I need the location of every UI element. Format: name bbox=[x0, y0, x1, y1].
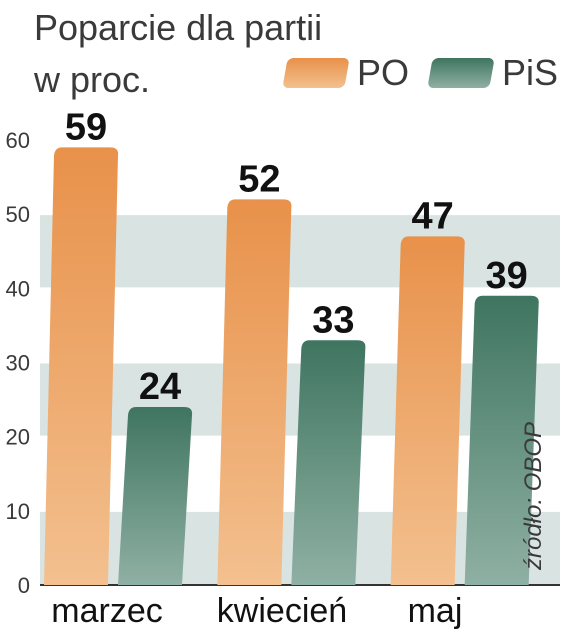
y-tick-label: 0 bbox=[18, 573, 30, 598]
bar-pis-1 bbox=[291, 340, 366, 585]
bar-pis-2 bbox=[464, 295, 539, 585]
data-label: 52 bbox=[238, 158, 280, 200]
bar-po-1 bbox=[217, 199, 292, 586]
legend-item-po: PO bbox=[282, 52, 410, 94]
plot-band bbox=[40, 140, 560, 215]
data-label: 24 bbox=[139, 366, 181, 408]
data-labels: 59 24 52 33 47 39 bbox=[65, 106, 528, 408]
legend-label-po: PO bbox=[357, 52, 410, 93]
bar-po-2 bbox=[390, 236, 465, 585]
data-label: 39 bbox=[486, 255, 528, 297]
x-tick-label: maj bbox=[408, 592, 463, 630]
y-tick-label: 60 bbox=[6, 128, 30, 153]
chart-title-line-2: w proc. bbox=[34, 59, 151, 100]
x-axis-labels: marzec kwiecień maj bbox=[51, 592, 462, 630]
y-tick-label: 40 bbox=[6, 276, 30, 301]
chart-title: Poparcie dla partii w proc. bbox=[34, 2, 322, 106]
bar-po-0 bbox=[44, 147, 119, 585]
legend-label-pis: PiS bbox=[502, 52, 559, 93]
y-tick-label: 20 bbox=[6, 425, 30, 450]
chart-title-line-1: Poparcie dla partii bbox=[34, 7, 323, 48]
y-tick-label: 10 bbox=[6, 499, 30, 524]
y-axis-ticks: 0 10 20 30 40 50 60 bbox=[6, 128, 30, 598]
x-tick-label: marzec bbox=[51, 592, 162, 630]
data-label: 59 bbox=[65, 106, 107, 148]
plot-band bbox=[40, 214, 560, 289]
y-tick-label: 30 bbox=[6, 351, 30, 376]
x-tick-label: kwiecień bbox=[217, 592, 347, 630]
data-label: 33 bbox=[312, 299, 354, 341]
data-label: 47 bbox=[412, 195, 454, 237]
source-note: źródło: OBOP bbox=[520, 421, 547, 570]
bar-pis-0 bbox=[118, 407, 193, 585]
y-tick-label: 50 bbox=[6, 202, 30, 227]
bars bbox=[44, 147, 539, 586]
legend-item-pis: PiS bbox=[427, 52, 559, 94]
